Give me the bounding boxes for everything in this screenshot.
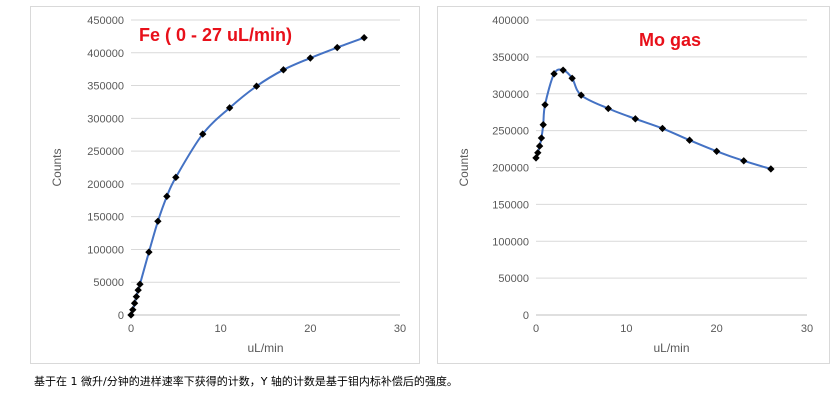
data-point xyxy=(333,43,341,52)
y-tick-label: 350000 xyxy=(492,52,529,64)
y-tick-label: 400000 xyxy=(492,15,529,27)
x-tick-label: 10 xyxy=(215,323,227,335)
y-tick-label: 150000 xyxy=(492,199,529,211)
data-point xyxy=(767,165,775,173)
chart-title: Mo gas xyxy=(639,30,701,50)
x-tick-label: 0 xyxy=(128,323,134,335)
data-point xyxy=(539,121,547,129)
data-point xyxy=(279,66,288,74)
data-point xyxy=(225,104,234,112)
data-point xyxy=(712,147,721,155)
y-tick-label: 250000 xyxy=(87,146,124,158)
data-point xyxy=(559,66,567,74)
y-tick-label: 0 xyxy=(118,310,124,322)
data-point xyxy=(129,306,137,314)
data-point xyxy=(132,292,141,301)
data-point xyxy=(568,74,576,82)
y-tick-label: 200000 xyxy=(492,163,529,175)
mo-gas-chart-panel: 0 50000 100000 150000 200000 250000 300000 3500… xyxy=(437,6,830,364)
data-point xyxy=(577,91,585,99)
x-tick-label: 20 xyxy=(304,323,316,335)
x-tick-label: 0 xyxy=(533,323,539,335)
fe-chart-panel: 0 50000 100000 150000 200000 250000 300000 3500… xyxy=(30,6,420,364)
x-axis-title: uL/min xyxy=(247,341,283,355)
data-point xyxy=(136,280,144,288)
data-point xyxy=(163,192,171,201)
y-tick-label: 300000 xyxy=(87,113,124,125)
data-point xyxy=(172,173,180,182)
y-tick-label: 50000 xyxy=(93,277,124,289)
data-point xyxy=(631,115,640,123)
data-point xyxy=(134,286,142,294)
series-line xyxy=(130,36,365,316)
y-tick-label: 400000 xyxy=(87,48,124,60)
data-point xyxy=(740,157,748,165)
y-tick-label: 200000 xyxy=(87,179,124,191)
data-point xyxy=(130,299,139,307)
figure-caption: 基于在 1 微升/分钟的进样速率下获得的计数，Y 轴的计数是基于钼内标补偿后的强… xyxy=(34,375,458,388)
series-line xyxy=(535,68,772,170)
y-tick-label: 0 xyxy=(523,310,529,322)
data-point xyxy=(685,136,694,144)
y-tick-label: 50000 xyxy=(498,273,529,285)
data-point xyxy=(537,134,546,142)
data-point xyxy=(604,104,612,113)
data-point xyxy=(145,248,153,256)
y-tick-label: 450000 xyxy=(87,15,124,27)
y-axis-title: Counts xyxy=(457,148,471,186)
data-point xyxy=(535,142,544,150)
y-tick-label: 250000 xyxy=(492,126,529,138)
y-tick-label: 100000 xyxy=(492,236,529,248)
x-axis-title: uL/min xyxy=(653,341,689,355)
y-tick-label: 300000 xyxy=(492,89,529,101)
data-point xyxy=(534,149,542,157)
data-point xyxy=(360,34,368,42)
data-point xyxy=(541,101,549,109)
data-point xyxy=(154,217,162,225)
data-point xyxy=(306,54,315,62)
y-tick-label: 150000 xyxy=(87,212,124,224)
chart-title: Fe ( 0 - 27 uL/min) xyxy=(139,25,292,45)
x-tick-label: 10 xyxy=(620,323,632,335)
mo-gas-chart: 0 50000 100000 150000 200000 250000 300000 3500… xyxy=(457,15,813,355)
y-tick-label: 350000 xyxy=(87,81,124,93)
fe-chart: 0 50000 100000 150000 200000 250000 300000 3500… xyxy=(50,15,406,355)
x-tick-label: 20 xyxy=(711,323,723,335)
y-axis-title: Counts xyxy=(50,148,64,186)
x-tick-label: 30 xyxy=(394,323,406,335)
data-point xyxy=(199,130,207,138)
x-tick-label: 30 xyxy=(801,323,813,335)
y-tick-label: 100000 xyxy=(87,244,124,256)
